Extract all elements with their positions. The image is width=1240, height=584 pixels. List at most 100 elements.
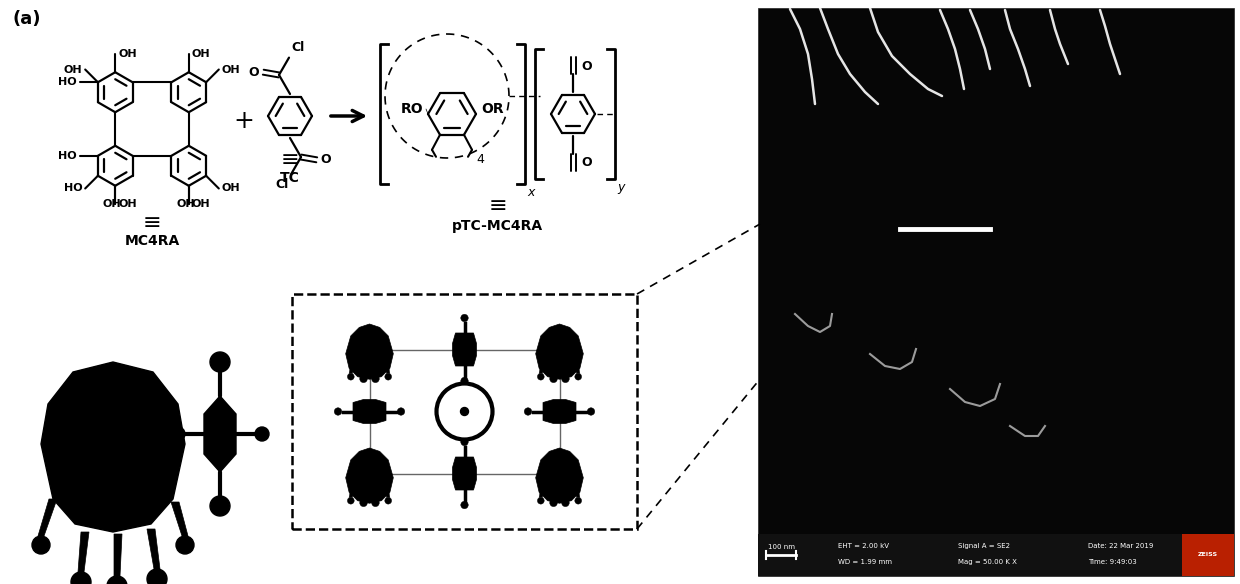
Circle shape [461,314,469,322]
Text: x: x [527,186,534,199]
Circle shape [461,377,469,385]
Circle shape [360,499,367,507]
Text: OR: OR [481,102,503,116]
Circle shape [107,576,126,584]
Bar [758,534,1234,576]
Polygon shape [539,354,546,373]
Text: ≡: ≡ [280,149,299,171]
Polygon shape [453,457,476,490]
Polygon shape [536,448,583,503]
Polygon shape [563,349,567,375]
Polygon shape [552,349,556,375]
Text: ≡: ≡ [489,195,507,217]
Circle shape [384,373,392,380]
Text: OH: OH [222,183,241,193]
Text: OH: OH [192,199,211,208]
Polygon shape [350,478,356,498]
Text: Signal A = SE2: Signal A = SE2 [959,543,1011,549]
Text: ZEISS: ZEISS [1198,552,1218,558]
Polygon shape [453,333,476,366]
Text: 100 nm: 100 nm [768,544,795,550]
Text: EHT = 2.00 kV: EHT = 2.00 kV [838,543,889,549]
Text: MC4RA: MC4RA [124,234,180,248]
Polygon shape [362,474,366,499]
Circle shape [460,408,469,415]
Circle shape [537,373,544,380]
Text: O: O [582,155,591,169]
Text: RO: RO [401,102,423,116]
Text: pTC-MC4RA: pTC-MC4RA [451,219,543,233]
Text: HO: HO [58,77,77,87]
Text: O: O [582,60,591,72]
Polygon shape [41,362,185,532]
Text: Mag = 50.00 K X: Mag = 50.00 K X [959,559,1017,565]
Text: OH: OH [103,199,122,208]
Polygon shape [383,354,389,373]
Circle shape [210,496,229,516]
Text: TC: TC [280,171,300,185]
Text: OH: OH [118,199,136,208]
Circle shape [537,498,544,504]
Polygon shape [573,354,580,373]
Text: OH: OH [63,64,82,75]
Text: y: y [618,181,625,194]
Bar [291,294,637,529]
Circle shape [397,408,404,415]
Polygon shape [350,354,356,373]
Polygon shape [171,502,188,536]
Text: OH: OH [192,49,211,59]
Bar [1182,534,1234,576]
Text: HO: HO [58,151,77,161]
Circle shape [210,352,229,372]
Circle shape [372,375,379,383]
Text: 4: 4 [476,153,484,166]
Circle shape [360,375,367,383]
Polygon shape [383,478,389,498]
Polygon shape [346,324,393,379]
Circle shape [372,499,379,507]
Polygon shape [373,474,377,499]
Circle shape [32,536,50,554]
Circle shape [562,375,569,383]
Polygon shape [563,474,567,499]
Circle shape [562,499,569,507]
Text: HO: HO [63,183,82,193]
Circle shape [549,375,557,383]
Polygon shape [539,478,546,498]
Circle shape [525,408,532,415]
Text: O: O [248,65,259,79]
Bar [758,8,1234,576]
Polygon shape [573,478,580,498]
Text: WD = 1.99 mm: WD = 1.99 mm [838,559,892,565]
Polygon shape [205,396,236,472]
Circle shape [255,427,269,441]
Text: Date: 22 Mar 2019: Date: 22 Mar 2019 [1087,543,1153,549]
Text: +: + [233,109,254,133]
Polygon shape [362,349,366,375]
Polygon shape [78,532,89,572]
Circle shape [461,438,469,446]
Polygon shape [543,399,577,423]
Polygon shape [114,534,122,576]
Circle shape [461,501,469,509]
Polygon shape [38,499,57,536]
Text: Time: 9:49:03: Time: 9:49:03 [1087,559,1137,565]
Circle shape [347,498,355,504]
Polygon shape [148,529,160,569]
Text: (a): (a) [12,10,41,28]
Text: O: O [321,154,331,166]
Circle shape [575,373,582,380]
Circle shape [148,569,167,584]
Text: OH: OH [222,64,241,75]
Circle shape [549,499,557,507]
Circle shape [384,498,392,504]
Circle shape [335,408,342,415]
Circle shape [588,408,595,415]
Polygon shape [353,399,386,423]
Polygon shape [552,474,556,499]
Circle shape [347,373,355,380]
Text: OH: OH [176,199,195,208]
Polygon shape [373,349,377,375]
Circle shape [176,536,193,554]
Text: Cl: Cl [291,41,304,54]
